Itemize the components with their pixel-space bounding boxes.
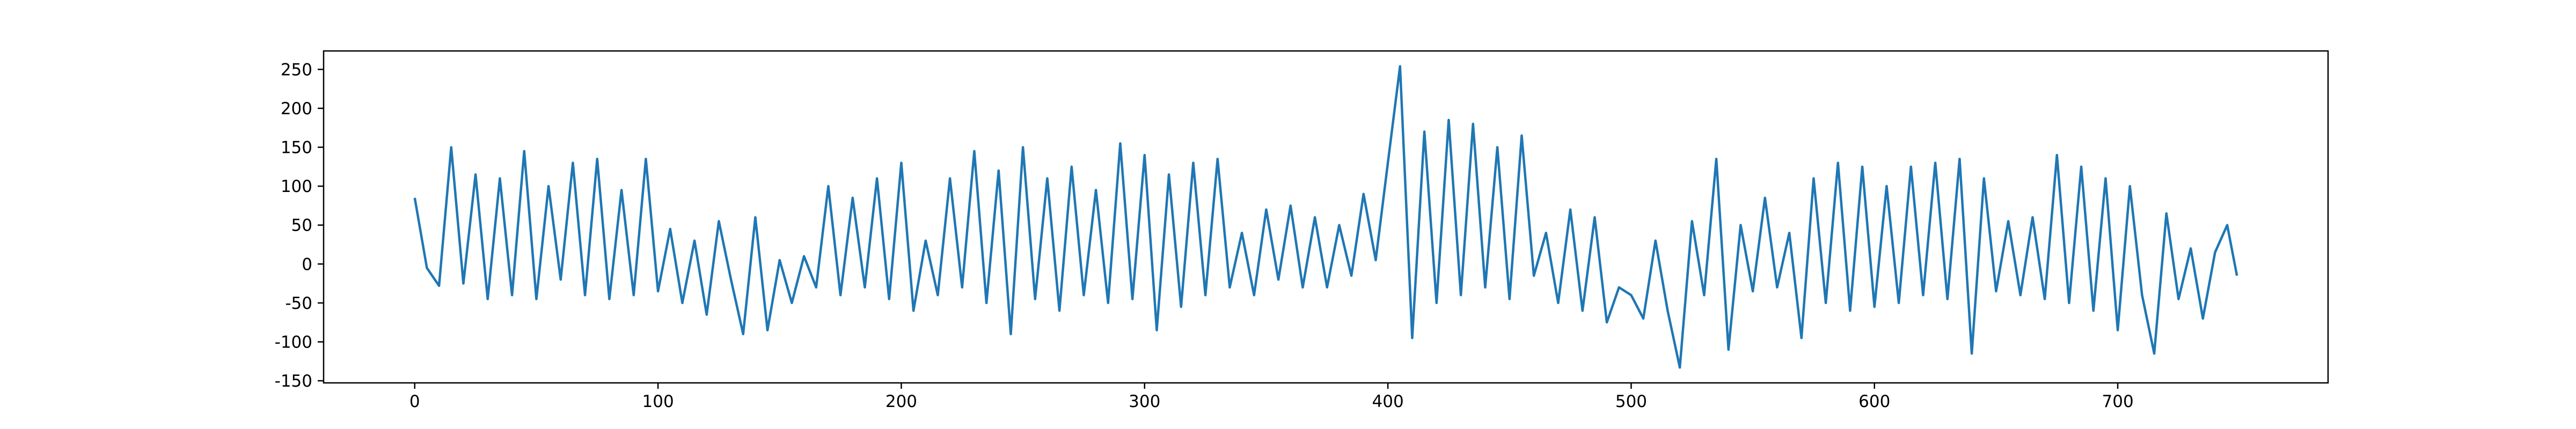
data-line [413,65,2238,369]
y-tick-label: -50 [285,294,312,313]
y-tick-label: 100 [281,177,312,196]
x-tick-label: 200 [885,392,917,411]
x-tick-label: 400 [1372,392,1404,411]
x-tick-label: 300 [1129,392,1160,411]
y-tick-label: 250 [281,60,312,79]
x-tick-label: 700 [2102,392,2134,411]
y-tick-label: -100 [275,332,312,352]
y-tick-label: 0 [302,255,312,274]
x-tick-label: 600 [1858,392,1890,411]
x-tick-label: 0 [409,392,420,411]
x-tick-label: 500 [1615,392,1647,411]
y-tick-label: -150 [275,372,312,391]
x-tick-label: 100 [642,392,674,411]
y-tick-label: 50 [291,216,312,235]
y-tick-label: 200 [281,99,312,119]
plot-frame [323,50,2329,384]
y-tick-label: 150 [281,138,312,158]
